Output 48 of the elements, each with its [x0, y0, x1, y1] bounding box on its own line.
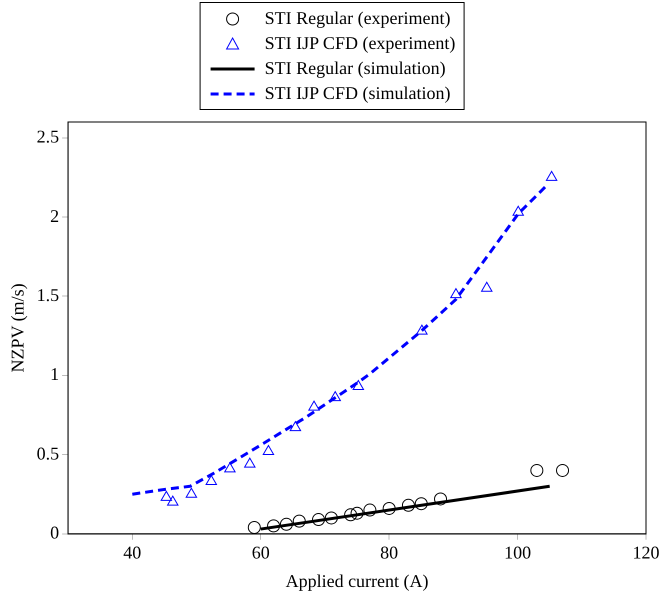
x-axis-title: Applied current (A) [286, 570, 429, 591]
legend-label: STI IJP CFD (simulation) [264, 83, 450, 104]
point [352, 380, 364, 390]
point [308, 400, 320, 411]
point [416, 324, 428, 335]
point [402, 498, 415, 512]
point [206, 475, 217, 486]
point [280, 518, 293, 531]
point [224, 462, 236, 472]
point [530, 464, 544, 477]
x-tick-label: 60 [252, 542, 270, 562]
point [324, 511, 338, 524]
point [244, 458, 256, 468]
point [160, 490, 172, 501]
point [248, 520, 261, 534]
x-tick-label: 40 [123, 542, 142, 562]
point [414, 497, 428, 510]
legend-label: STI Regular (experiment) [264, 8, 451, 29]
point [546, 170, 558, 181]
y-tick-label: 2.5 [36, 126, 60, 147]
legend-label: STI IJP CFD (experiment) [264, 33, 456, 54]
point [434, 492, 448, 506]
point [363, 504, 376, 517]
point [556, 464, 570, 477]
point [512, 206, 524, 216]
point [267, 519, 280, 532]
point [167, 496, 178, 506]
y-tick-label: 1.5 [36, 284, 60, 305]
point [450, 288, 462, 298]
y-axis-title: NZPV (m/s) [8, 283, 28, 372]
point [350, 506, 364, 520]
point [382, 502, 396, 515]
point [330, 391, 341, 402]
point [290, 421, 302, 432]
point [262, 444, 274, 455]
x-tick-label: 100 [504, 542, 532, 562]
y-tick-label: 1 [50, 364, 60, 384]
y-tick-label: 0 [50, 522, 60, 543]
point [292, 514, 306, 528]
legend-label: STI Regular (simulation) [264, 58, 446, 79]
y-tick-label: 2 [50, 206, 60, 226]
point [312, 513, 326, 526]
x-tick-label: 80 [380, 542, 398, 562]
point [186, 488, 198, 498]
point [481, 282, 492, 292]
point [344, 508, 358, 522]
x-tick-label: 120 [632, 542, 660, 562]
y-tick-label: 0.5 [36, 443, 60, 464]
